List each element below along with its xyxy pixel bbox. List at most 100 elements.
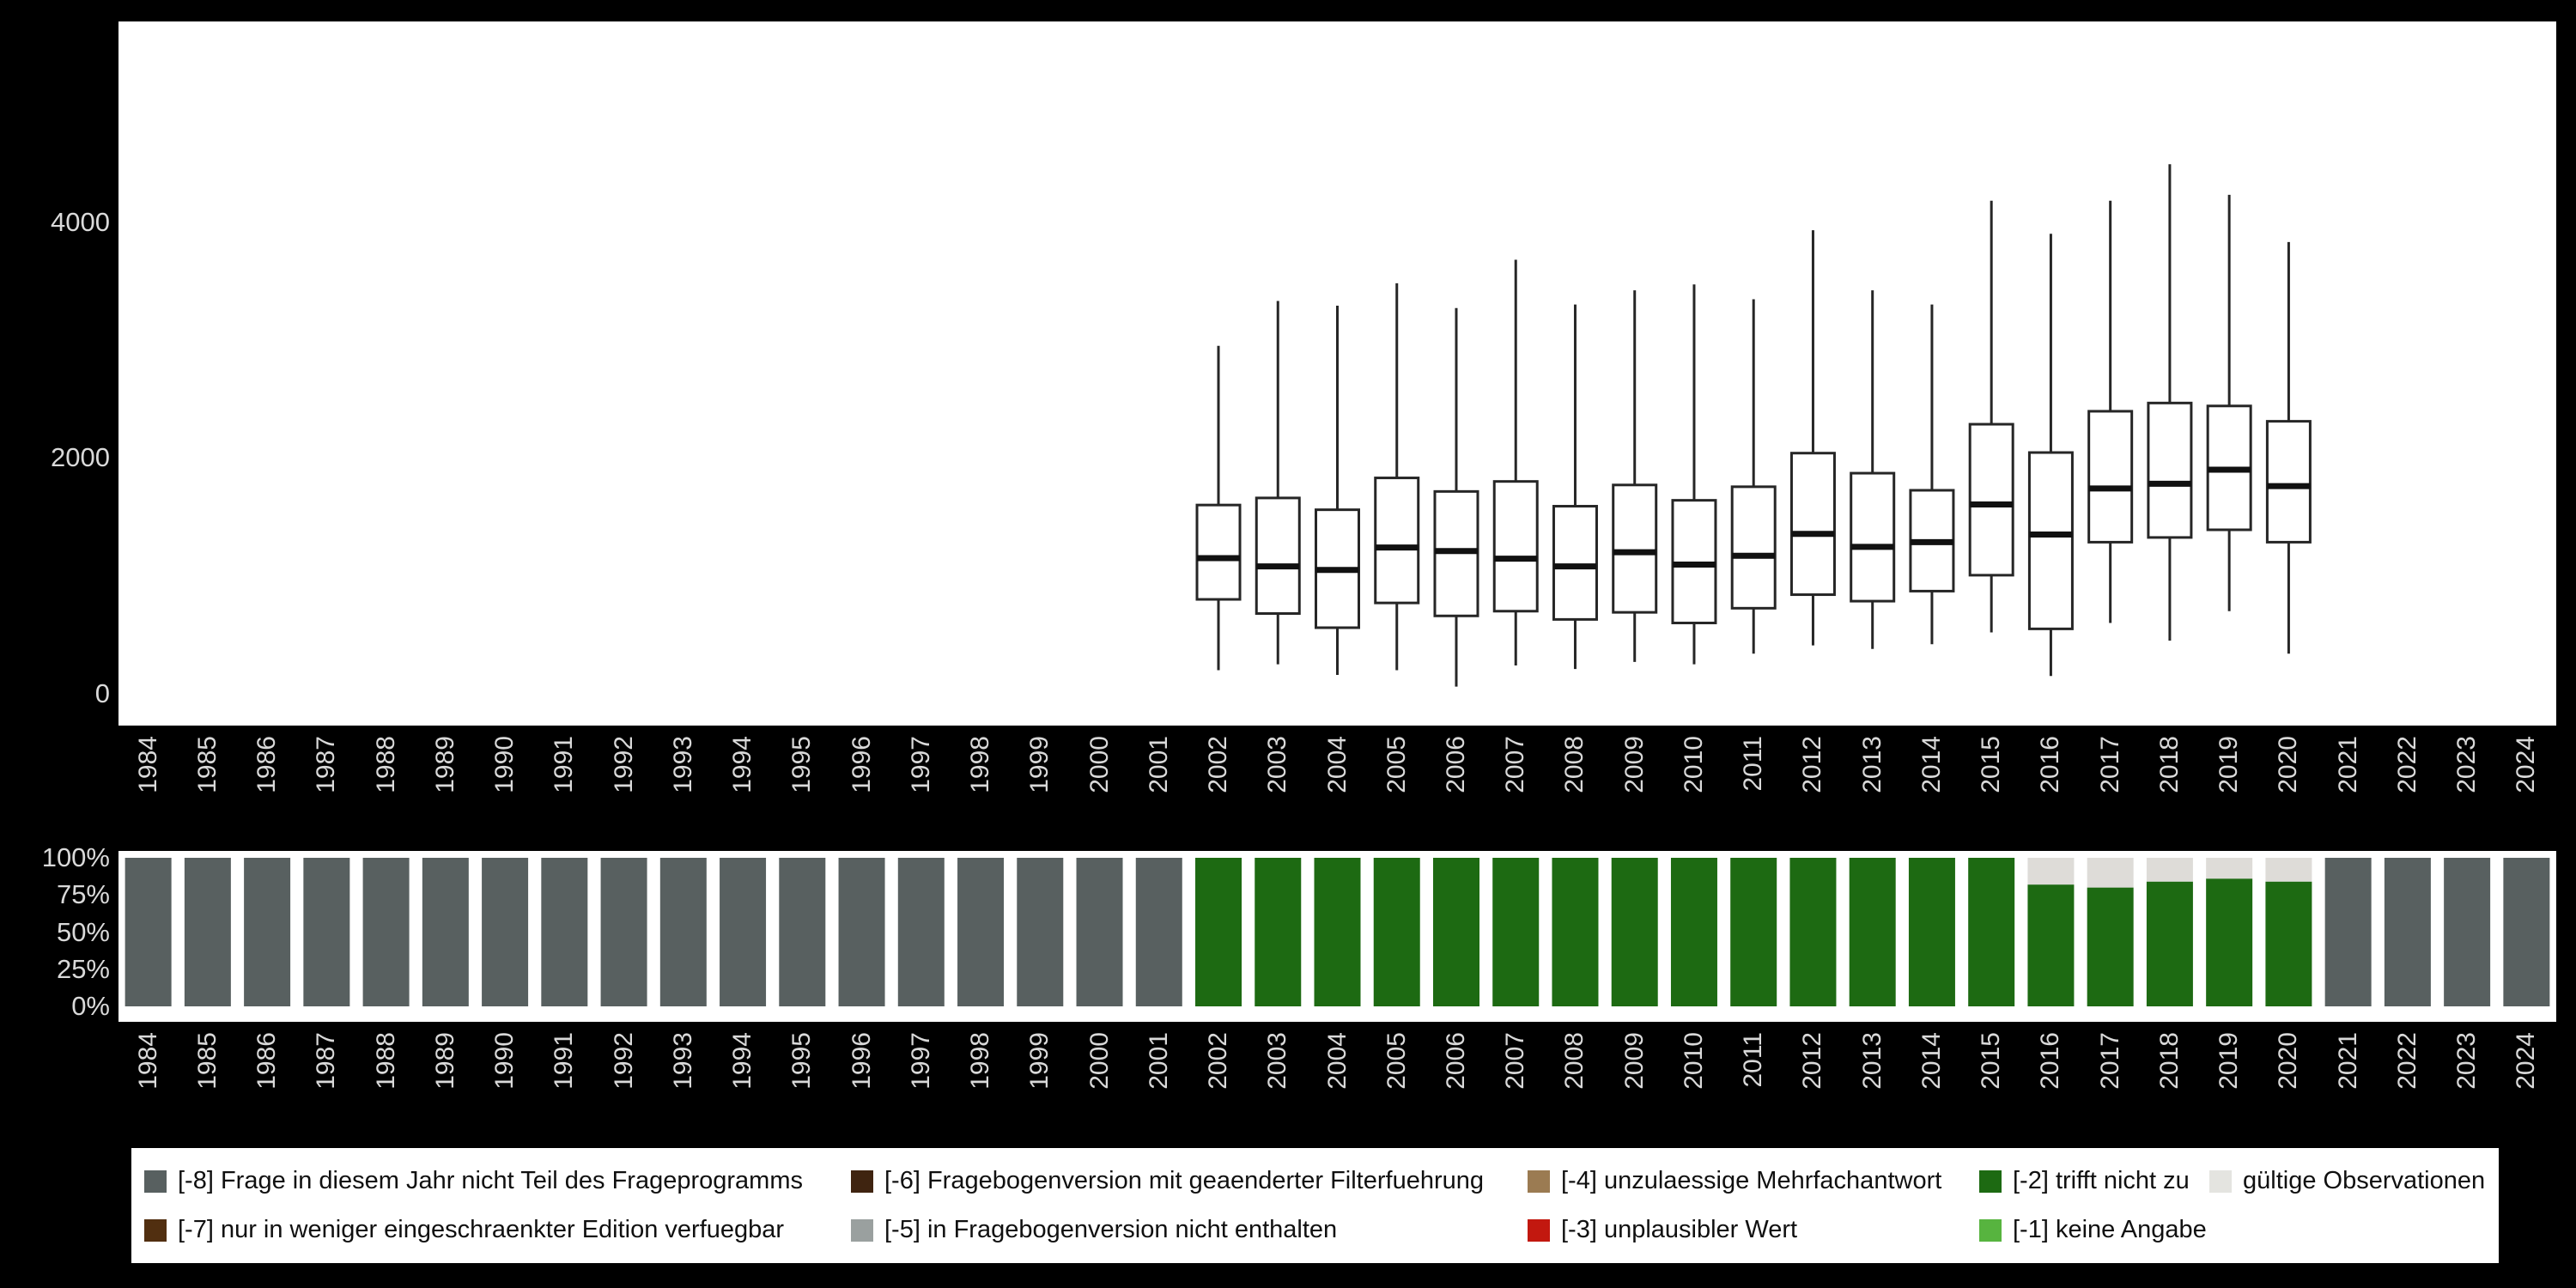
missings-bar-2016 bbox=[2027, 858, 2075, 1006]
missings-bar-1984 bbox=[125, 858, 172, 1006]
missings-y-tick-75%: 75% bbox=[56, 879, 110, 910]
missings-bar-1988 bbox=[362, 858, 410, 1006]
boxplot-2016 bbox=[2027, 234, 2074, 677]
boxplot-2006 bbox=[1433, 307, 1479, 687]
missings-bar-2001 bbox=[1135, 858, 1182, 1006]
boxplot-y-tick-4000: 4000 bbox=[51, 206, 110, 237]
legend: [-8] Frage in diesem Jahr nicht Teil des… bbox=[131, 1148, 2499, 1263]
missings-bar-1999 bbox=[1017, 858, 1064, 1006]
legend-swatch-7 bbox=[1979, 1218, 2002, 1242]
missings-bar-2005 bbox=[1373, 858, 1420, 1006]
boxplot-2015 bbox=[1968, 200, 2014, 633]
missings-bar-2020 bbox=[2265, 858, 2312, 1006]
missings-bar-2021 bbox=[2324, 858, 2372, 1006]
boxplot-2019 bbox=[2206, 194, 2252, 611]
legend-item-4: [-4] unzulaessige Mehrfachantwort bbox=[1528, 1167, 1979, 1195]
legend-swatch-4 bbox=[1528, 1170, 1550, 1193]
legend-item-3: [-5] in Fragebogenversion nicht enthalte… bbox=[851, 1216, 1528, 1244]
boxplot-2014 bbox=[1909, 304, 1955, 645]
legend-item-6: [-2] trifft nicht zu bbox=[1979, 1167, 2209, 1195]
missings-bar-2009 bbox=[1611, 858, 1658, 1006]
missings-bar-2022 bbox=[2384, 858, 2431, 1006]
boxplot-2007 bbox=[1492, 259, 1539, 665]
missings-bar-1998 bbox=[957, 858, 1005, 1006]
missings-y-tick-50%: 50% bbox=[56, 916, 110, 947]
boxplot-2018 bbox=[2147, 164, 2193, 641]
boxplot-2002 bbox=[1195, 345, 1242, 671]
boxplot-2009 bbox=[1612, 290, 1658, 662]
missings-bar-2008 bbox=[1552, 858, 1599, 1006]
missings-bar-2015 bbox=[1968, 858, 2015, 1006]
legend-item-2: [-6] Fragebogenversion mit geaenderter F… bbox=[851, 1167, 1528, 1195]
missings-bar-2004 bbox=[1314, 858, 1361, 1006]
legend-item-1: [-7] nur in weniger eingeschraenkter Edi… bbox=[144, 1216, 851, 1244]
missings-bar-1994 bbox=[720, 858, 767, 1006]
missings-bar-2006 bbox=[1432, 858, 1479, 1006]
missings-bar-2017 bbox=[2087, 858, 2134, 1006]
legend-swatch-1 bbox=[144, 1218, 167, 1242]
boxplot-2013 bbox=[1850, 290, 1896, 649]
missings-bar-2003 bbox=[1255, 858, 1302, 1006]
missings-bar-2024 bbox=[2503, 858, 2550, 1006]
boxplot-2008 bbox=[1552, 304, 1598, 670]
missings-bar-1993 bbox=[659, 858, 707, 1006]
missings-y-tick-0%: 0% bbox=[71, 991, 110, 1021]
missings-bar-2010 bbox=[1670, 858, 1717, 1006]
missings-bar-1991 bbox=[541, 858, 588, 1006]
legend-label-3: [-5] in Fragebogenversion nicht enthalte… bbox=[884, 1216, 1338, 1243]
boxplot-y-tick-0: 0 bbox=[94, 677, 110, 708]
missings-y-tick-25%: 25% bbox=[56, 953, 110, 984]
missings-bar-1996 bbox=[838, 858, 885, 1006]
legend-label-6: [-2] trifft nicht zu bbox=[2013, 1167, 2190, 1194]
boxplot-2004 bbox=[1315, 306, 1360, 675]
legend-label-8: gültige Observationen bbox=[2243, 1167, 2486, 1194]
legend-label-5: [-3] unplausibler Wert bbox=[1561, 1216, 1798, 1243]
missings-bar-2012 bbox=[1789, 858, 1837, 1006]
missings-chart bbox=[125, 858, 2550, 1006]
boxplot-2020 bbox=[2265, 241, 2312, 654]
legend-item-8: gültige Observationen bbox=[2209, 1167, 2490, 1195]
legend-item-7: [-1] keine Angabe bbox=[1979, 1216, 2209, 1244]
missings-bar-2013 bbox=[1849, 858, 1896, 1006]
missings-bar-1986 bbox=[244, 858, 291, 1006]
missings-bar-2007 bbox=[1492, 858, 1540, 1006]
missings-bar-1995 bbox=[779, 858, 826, 1006]
legend-swatch-0 bbox=[144, 1170, 167, 1193]
missings-bar-1989 bbox=[422, 858, 469, 1006]
missings-bar-2000 bbox=[1076, 858, 1123, 1006]
legend-label-1: [-7] nur in weniger eingeschraenkter Edi… bbox=[178, 1216, 785, 1243]
boxplot-panel bbox=[118, 21, 2556, 726]
boxplot-2017 bbox=[2087, 200, 2134, 623]
missings-bar-2019 bbox=[2206, 858, 2253, 1006]
legend-swatch-3 bbox=[851, 1218, 873, 1242]
boxplot-2005 bbox=[1374, 283, 1420, 671]
boxplot-2010 bbox=[1671, 284, 1717, 665]
legend-label-7: [-1] keine Angabe bbox=[2013, 1216, 2207, 1243]
legend-swatch-2 bbox=[851, 1170, 873, 1193]
missings-bar-2023 bbox=[2444, 858, 2491, 1006]
missings-bar-1985 bbox=[184, 858, 231, 1006]
legend-label-2: [-6] Fragebogenversion mit geaenderter F… bbox=[884, 1167, 1484, 1194]
missings-bar-1992 bbox=[600, 858, 647, 1006]
legend-swatch-6 bbox=[1979, 1170, 2002, 1193]
missings-panel bbox=[118, 851, 2556, 1022]
legend-label-4: [-4] unzulaessige Mehrfachantwort bbox=[1561, 1167, 1942, 1194]
missings-bar-2014 bbox=[1908, 858, 1955, 1006]
boxplot-2003 bbox=[1255, 301, 1301, 665]
missings-bar-1990 bbox=[482, 858, 529, 1006]
missings-bar-2002 bbox=[1195, 858, 1242, 1006]
boxplot-y-tick-2000: 2000 bbox=[51, 442, 110, 473]
missings-bar-2018 bbox=[2146, 858, 2193, 1006]
legend-swatch-5 bbox=[1528, 1218, 1550, 1242]
legend-item-5: [-3] unplausibler Wert bbox=[1528, 1216, 1979, 1244]
legend-item-0: [-8] Frage in diesem Jahr nicht Teil des… bbox=[144, 1167, 851, 1195]
missings-bar-2011 bbox=[1730, 858, 1777, 1006]
missings-bar-1997 bbox=[897, 858, 945, 1006]
boxplot-chart bbox=[1195, 164, 2312, 687]
missings-y-tick-100%: 100% bbox=[41, 842, 110, 872]
legend-label-0: [-8] Frage in diesem Jahr nicht Teil des… bbox=[178, 1167, 803, 1194]
legend-swatch-8 bbox=[2209, 1170, 2232, 1193]
boxplot-2011 bbox=[1730, 299, 1777, 654]
missings-bar-1987 bbox=[303, 858, 350, 1006]
